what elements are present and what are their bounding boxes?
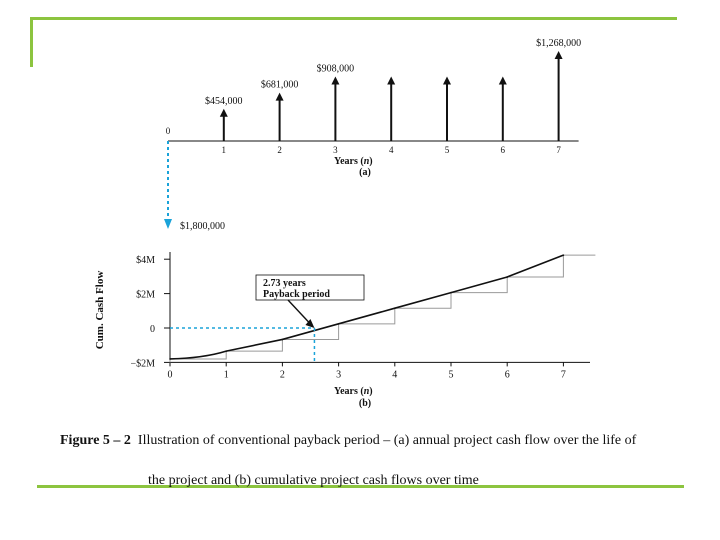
cash-flow-value-label: $681,000 [261,80,299,91]
cumulative-step [338,308,396,325]
panel-a-cash-flow-diagram: 0 $1,800,000 1 $454,000 2 $681,000 3 $908,000 4 5… [164,38,581,232]
x-axis-title: Years (n) [334,386,373,397]
cumulative-data-point [562,254,565,256]
arrow-head [305,319,315,328]
cash-flow-value-label: $1,800,000 [180,221,225,232]
year-tick-label: 4 [389,145,394,155]
y-tick-label: 0 [150,324,155,335]
cash-flow-value-label: $908,000 [317,64,355,75]
panel-b-cumulative-chart: −$2M 0 $2M $4M 0 1 2 3 4 5 6 7 Cum. Cash Flow Years (… [94,252,596,409]
cash-flow-value-label: $454,000 [205,96,243,107]
arrow-head [331,76,340,85]
left-accent-bar [30,17,33,67]
figure-caption: Figure 5 – 2 Illustration of conventiona… [60,431,700,488]
panel-label: (b) [359,398,371,409]
year-tick-label: 2 [277,145,282,155]
x-tick-label: 7 [561,369,566,380]
figure-number: Figure 5 – 2 [60,433,131,448]
annotation-arrow [287,299,311,325]
cumulative-step [394,292,452,309]
cumulative-data-point [337,323,340,325]
arrow-head [275,92,284,101]
top-accent-bar [30,17,677,20]
cumulative-data-point [281,338,284,341]
cumulative-data-point [394,307,396,310]
caption-part-1: Illustration of conventional payback per… [137,433,637,448]
cash-flow-value-label: $1,268,000 [536,38,581,49]
y-tick-label: $4M [136,255,155,266]
cumulative-data-point [169,358,171,360]
arrow-head [443,76,451,85]
y-axis-title: Cum. Cash Flow [94,271,106,350]
x-tick-label: 5 [449,369,454,380]
x-tick-label: 6 [505,369,510,380]
arrow-head [498,76,507,85]
annotation-box [255,274,365,301]
cumulative-cash-flow-line [169,254,564,360]
x-tick-label: 3 [336,369,341,380]
arrow-head [219,108,228,117]
arrow-head [554,51,563,59]
x-tick-label: 1 [224,369,229,380]
cumulative-step [170,351,227,360]
x-axis-title: Years (n) [334,156,373,167]
year-tick-label: 6 [501,145,506,155]
x-tick-label: 2 [280,369,285,380]
cumulative-data-point [225,350,227,352]
year-tick-label: 7 [556,145,561,155]
annotation-line-2: Payback period [263,289,330,300]
bottom-accent-bar [37,485,684,488]
caption-part-2: the project and (b) cumulative project c… [148,473,479,488]
panel-label: (a) [359,167,371,178]
year-tick-label: 1 [222,145,227,155]
y-tick-label: −$2M [130,358,155,369]
cumulative-data-point [506,276,509,278]
arrow-head [387,76,396,85]
year-tick-label: 0 [166,126,171,136]
arrow-head [164,219,172,229]
cumulative-step [507,255,564,278]
x-tick-label: 0 [168,369,173,380]
year-tick-label: 5 [445,145,450,155]
cumulative-step [282,323,340,340]
year-tick-label: 3 [333,145,338,155]
x-tick-label: 4 [392,369,397,380]
cumulative-data-point [450,291,452,294]
cumulative-step [226,339,283,352]
annotation-line-1: 2.73 years [263,278,306,289]
cumulative-step [451,276,508,294]
y-tick-label: $2M [136,290,155,301]
